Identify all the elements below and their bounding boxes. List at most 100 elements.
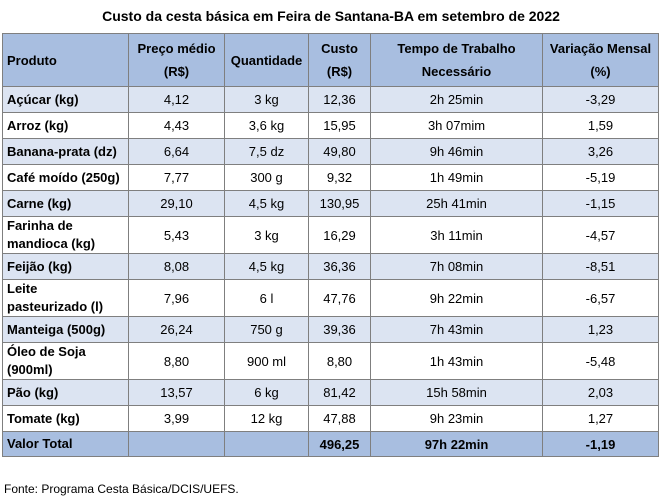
- table-row: Feijão (kg) 8,08 4,5 kg 36,36 7h 08min -…: [2, 253, 659, 280]
- total-tempo: 97h 22min: [370, 431, 543, 457]
- cell-preco: 6,64: [128, 138, 225, 165]
- total-quantidade: [224, 431, 309, 457]
- cell-produto: Manteiga (500g): [2, 316, 129, 343]
- cell-tempo: 25h 41min: [370, 190, 543, 217]
- cell-quantidade: 7,5 dz: [224, 138, 309, 165]
- cell-variacao: 1,27: [542, 405, 659, 432]
- table-row: Farinha de mandioca (kg) 5,43 3 kg 16,29…: [2, 216, 659, 254]
- cell-tempo: 3h 07mim: [370, 112, 543, 139]
- cell-produto-line2: (900ml): [7, 362, 53, 377]
- cell-produto: Tomate (kg): [2, 405, 129, 432]
- cell-produto: Banana-prata (dz): [2, 138, 129, 165]
- table-row: Banana-prata (dz) 6,64 7,5 dz 49,80 9h 4…: [2, 138, 659, 165]
- cell-produto-line2: pasteurizado (l): [7, 299, 104, 314]
- table-row: Leite pasteurizado (l) 7,96 6 l 47,76 9h…: [2, 279, 659, 317]
- cell-tempo: 9h 23min: [370, 405, 543, 432]
- cell-custo: 36,36: [308, 253, 371, 280]
- total-row: Valor Total 496,25 97h 22min -1,19: [2, 431, 659, 457]
- cell-preco: 4,43: [128, 112, 225, 139]
- cell-custo: 47,76: [308, 279, 371, 317]
- header-tempo-line2: Necessário: [421, 64, 492, 79]
- table-row: Açúcar (kg) 4,12 3 kg 12,36 2h 25min -3,…: [2, 86, 659, 113]
- cell-tempo: 7h 43min: [370, 316, 543, 343]
- header-tempo: Tempo de Trabalho Necessário: [370, 33, 543, 87]
- cell-preco: 13,57: [128, 379, 225, 406]
- cell-tempo: 1h 43min: [370, 342, 543, 380]
- table-row: Carne (kg) 29,10 4,5 kg 130,95 25h 41min…: [2, 190, 659, 217]
- cell-produto: Açúcar (kg): [2, 86, 129, 113]
- cell-tempo: 1h 49min: [370, 164, 543, 191]
- cell-preco: 5,43: [128, 216, 225, 254]
- cell-produto-line1: Leite: [7, 281, 38, 296]
- cell-custo: 12,36: [308, 86, 371, 113]
- cell-produto: Feijão (kg): [2, 253, 129, 280]
- total-label: Valor Total: [2, 431, 129, 457]
- cell-produto: Farinha de mandioca (kg): [2, 216, 129, 254]
- cell-preco: 8,08: [128, 253, 225, 280]
- header-preco-line1: Preço médio: [137, 41, 216, 56]
- header-custo-line2: (R$): [326, 64, 353, 79]
- cell-variacao: -5,19: [542, 164, 659, 191]
- cell-variacao: -3,29: [542, 86, 659, 113]
- cell-produto-line2: mandioca (kg): [7, 236, 96, 251]
- cell-preco: 4,12: [128, 86, 225, 113]
- cell-variacao: -8,51: [542, 253, 659, 280]
- cell-produto: Arroz (kg): [2, 112, 129, 139]
- cell-produto: Óleo de Soja (900ml): [2, 342, 129, 380]
- cell-custo: 39,36: [308, 316, 371, 343]
- cell-preco: 26,24: [128, 316, 225, 343]
- cell-variacao: 1,23: [542, 316, 659, 343]
- cell-quantidade: 750 g: [224, 316, 309, 343]
- cell-produto: Pão (kg): [2, 379, 129, 406]
- cell-custo: 81,42: [308, 379, 371, 406]
- total-preco: [128, 431, 225, 457]
- header-quantidade: Quantidade: [224, 33, 309, 87]
- cell-tempo: 2h 25min: [370, 86, 543, 113]
- cell-quantidade: 6 kg: [224, 379, 309, 406]
- header-custo-line1: Custo: [321, 41, 358, 56]
- total-variacao: -1,19: [542, 431, 659, 457]
- cell-custo: 16,29: [308, 216, 371, 254]
- cell-quantidade: 3 kg: [224, 86, 309, 113]
- cell-produto: Café moído (250g): [2, 164, 129, 191]
- cell-quantidade: 3,6 kg: [224, 112, 309, 139]
- cell-preco: 7,77: [128, 164, 225, 191]
- cell-custo: 9,32: [308, 164, 371, 191]
- cell-custo: 15,95: [308, 112, 371, 139]
- cesta-basica-table: Produto Preço médio (R$) Quantidade Cust…: [2, 33, 659, 457]
- cell-preco: 3,99: [128, 405, 225, 432]
- cell-custo: 47,88: [308, 405, 371, 432]
- table-row: Óleo de Soja (900ml) 8,80 900 ml 8,80 1h…: [2, 342, 659, 380]
- table-row: Tomate (kg) 3,99 12 kg 47,88 9h 23min 1,…: [2, 405, 659, 432]
- cell-custo: 130,95: [308, 190, 371, 217]
- table-title: Custo da cesta básica em Feira de Santan…: [102, 8, 560, 24]
- cell-custo: 8,80: [308, 342, 371, 380]
- cell-variacao: 3,26: [542, 138, 659, 165]
- cell-produto: Carne (kg): [2, 190, 129, 217]
- cell-produto-line1: Farinha de: [7, 218, 73, 233]
- cell-variacao: -4,57: [542, 216, 659, 254]
- header-row: Produto Preço médio (R$) Quantidade Cust…: [2, 33, 659, 87]
- cell-variacao: 1,59: [542, 112, 659, 139]
- table-row: Pão (kg) 13,57 6 kg 81,42 15h 58min 2,03: [2, 379, 659, 406]
- header-variacao-line2: (%): [590, 64, 611, 79]
- cell-variacao: -1,15: [542, 190, 659, 217]
- header-custo: Custo (R$): [308, 33, 371, 87]
- cell-quantidade: 4,5 kg: [224, 253, 309, 280]
- header-tempo-line1: Tempo de Trabalho: [397, 41, 516, 56]
- header-variacao-line1: Variação Mensal: [549, 41, 652, 56]
- source-note: Fonte: Programa Cesta Básica/DCIS/UEFS.: [4, 482, 239, 496]
- cell-tempo: 9h 46min: [370, 138, 543, 165]
- cell-quantidade: 12 kg: [224, 405, 309, 432]
- cell-produto-line1: Óleo de Soja: [7, 344, 86, 359]
- cell-quantidade: 4,5 kg: [224, 190, 309, 217]
- header-preco-line2: (R$): [163, 64, 190, 79]
- header-preco: Preço médio (R$): [128, 33, 225, 87]
- header-variacao: Variação Mensal (%): [542, 33, 659, 87]
- table-row: Arroz (kg) 4,43 3,6 kg 15,95 3h 07mim 1,…: [2, 112, 659, 139]
- cell-tempo: 15h 58min: [370, 379, 543, 406]
- cell-produto: Leite pasteurizado (l): [2, 279, 129, 317]
- cell-variacao: -5,48: [542, 342, 659, 380]
- header-produto: Produto: [2, 33, 129, 87]
- cell-tempo: 9h 22min: [370, 279, 543, 317]
